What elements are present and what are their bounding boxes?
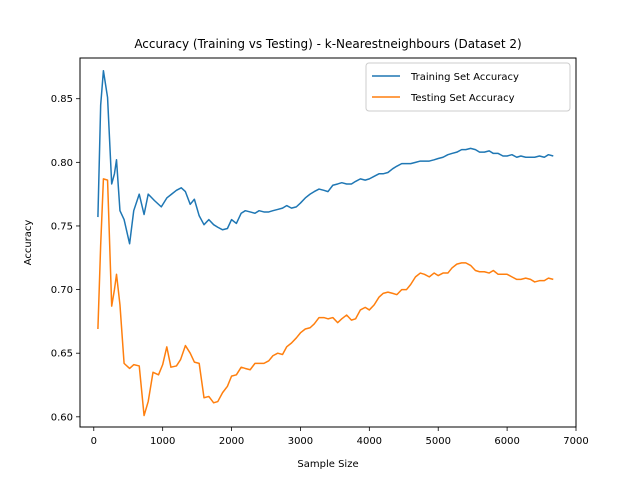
y-axis: 0.60 0.65 0.70 0.75 0.80 0.85 [51, 94, 80, 423]
x-tick-label: 6000 [494, 436, 519, 447]
plot-frame [79, 57, 577, 428]
x-tick-label: 4000 [357, 436, 382, 447]
x-tick-label: 7000 [563, 436, 588, 447]
chart-title: Accuracy (Training vs Testing) - k-Neare… [134, 37, 521, 51]
legend-label-training: Training Set Accuracy [410, 72, 519, 83]
y-tick-label: 0.70 [51, 285, 73, 296]
y-axis-label: Accuracy [23, 220, 34, 266]
x-tick-label: 3000 [288, 436, 313, 447]
y-tick-label: 0.80 [51, 158, 73, 169]
x-tick-label: 2000 [219, 436, 244, 447]
legend-box [365, 62, 571, 112]
series-line-testing [97, 178, 554, 417]
x-tick-label: 0 [91, 436, 97, 447]
series-layer [97, 69, 554, 417]
y-tick-label: 0.85 [51, 94, 73, 105]
x-axis: 0 1000 2000 3000 4000 5000 6000 7000 [91, 427, 589, 447]
series-line-training [97, 69, 554, 245]
legend: Training Set Accuracy Testing Set Accura… [365, 62, 571, 112]
x-axis-label: Sample Size [297, 459, 358, 470]
y-tick-label: 0.65 [51, 349, 73, 360]
y-tick-label: 0.60 [51, 412, 73, 423]
legend-label-testing: Testing Set Accuracy [410, 93, 515, 104]
y-tick-label: 0.75 [51, 221, 73, 232]
x-tick-label: 5000 [425, 436, 450, 447]
x-tick-label: 1000 [150, 436, 175, 447]
